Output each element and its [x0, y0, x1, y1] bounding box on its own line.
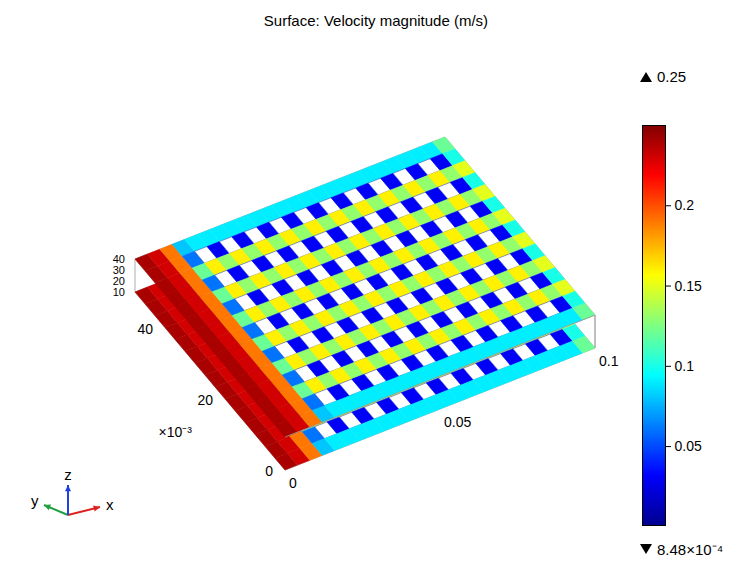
svg-text:x: x	[106, 496, 114, 513]
svg-text:20: 20	[197, 392, 213, 408]
svg-text:8.48×10⁻⁴: 8.48×10⁻⁴	[657, 541, 723, 558]
svg-text:×10⁻³: ×10⁻³	[159, 424, 193, 440]
svg-text:Surface: Velocity magnitude (m: Surface: Velocity magnitude (m/s)	[264, 12, 488, 29]
svg-text:0.1: 0.1	[599, 353, 619, 369]
svg-text:30: 30	[113, 264, 125, 276]
svg-text:0.05: 0.05	[444, 414, 471, 430]
svg-text:0: 0	[289, 475, 297, 491]
svg-text:y: y	[31, 492, 39, 509]
svg-text:0.2: 0.2	[675, 197, 695, 213]
svg-text:0.05: 0.05	[675, 438, 702, 454]
svg-text:40: 40	[113, 253, 125, 265]
svg-text:40: 40	[137, 321, 153, 337]
svg-text:20: 20	[113, 275, 125, 287]
svg-text:z: z	[64, 466, 72, 483]
svg-text:0.25: 0.25	[657, 68, 686, 85]
svg-text:10: 10	[113, 286, 125, 298]
svg-text:0.1: 0.1	[675, 358, 695, 374]
svg-text:0.15: 0.15	[675, 278, 702, 294]
svg-text:0: 0	[265, 463, 273, 479]
